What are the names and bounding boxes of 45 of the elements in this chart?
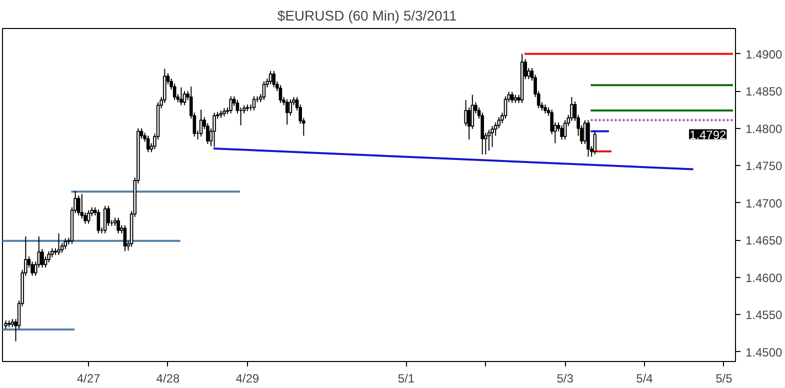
candlestick [182, 90, 186, 106]
candlestick [64, 238, 68, 250]
y-tick-label: 1.4500 [746, 345, 783, 360]
x-tick-label: 4/27 [76, 372, 101, 386]
candlestick [288, 98, 292, 116]
y-tick-label: 1.4600 [746, 270, 783, 285]
candlestick [487, 129, 491, 152]
y-tick-label: 1.4800 [746, 122, 783, 136]
candlestick [123, 224, 127, 252]
candlestick [504, 96, 508, 120]
candlestick [252, 96, 256, 111]
y-tick-label: 1.4850 [746, 84, 783, 99]
candlestick [272, 70, 276, 88]
x-tick-label: 5/1 [398, 372, 415, 386]
candlestick [262, 80, 266, 101]
y-tick-label: 1.4700 [746, 196, 783, 210]
candlestick [268, 70, 272, 85]
candlestick [116, 217, 120, 234]
x-tick-label: 5/5 [716, 372, 733, 386]
candlestick [103, 205, 107, 234]
x-tick-label: 5/4 [636, 372, 654, 386]
x-tick-label: 5/3 [556, 372, 574, 386]
candlestick [278, 84, 282, 104]
candlestick [199, 109, 203, 138]
candlestick [212, 112, 216, 148]
annotation: 1.4792 [690, 128, 727, 142]
candlestick [490, 126, 494, 148]
candlestick [510, 91, 514, 104]
candlestick [76, 194, 80, 216]
candlestick [560, 124, 564, 140]
x-tick-label: 4/29 [236, 372, 260, 386]
candlestick [593, 130, 597, 155]
candlestick [464, 100, 468, 127]
candlestick [180, 86, 183, 106]
y-tick-label: 1.4550 [746, 308, 783, 322]
candlestick [229, 96, 232, 114]
candlestick [96, 209, 100, 234]
y-tick-label: 1.4650 [746, 234, 783, 248]
candlestick [40, 248, 44, 268]
y-tick-label: 1.4900 [746, 47, 783, 62]
candlestick [57, 232, 60, 256]
x-tick-label: 4/28 [156, 372, 180, 386]
y-tick-label: 1.4750 [746, 159, 783, 174]
chart-title: $EURUSD (60 Min) 5/3/2011 [277, 8, 458, 24]
candlestick [146, 135, 150, 153]
